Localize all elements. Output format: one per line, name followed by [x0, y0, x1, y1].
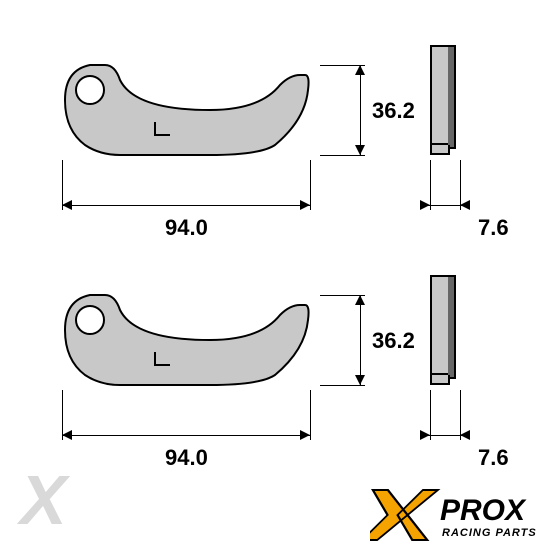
arrow — [62, 430, 72, 440]
ext-line — [310, 160, 311, 210]
side-tab — [430, 375, 450, 385]
brake-pad-top — [60, 60, 310, 175]
logo-text: PROX — [440, 494, 527, 527]
side-tab — [430, 145, 450, 155]
ext-line — [430, 390, 431, 440]
side-plate — [448, 45, 456, 149]
arrow — [355, 65, 365, 75]
ext-line — [320, 155, 365, 156]
arrow — [355, 145, 365, 155]
brake-pad-shape-bottom — [60, 290, 310, 400]
diagram-container: 36.2 94.0 7.6 36.2 94.0 — [0, 0, 560, 560]
arrow — [420, 200, 430, 210]
arrow — [62, 200, 72, 210]
arrow — [460, 200, 470, 210]
dim-thickness-bottom: 7.6 — [478, 445, 509, 471]
dim-height-bottom: 36.2 — [372, 328, 415, 354]
side-view-top — [430, 45, 460, 165]
arrow — [355, 295, 365, 305]
watermark-x: X — [20, 460, 62, 540]
side-view-bottom — [430, 275, 460, 395]
ext-line — [310, 390, 311, 440]
arrow — [460, 430, 470, 440]
brake-pad-shape-top — [60, 60, 310, 170]
dim-line — [62, 205, 310, 206]
prox-logo: PROX RACING PARTS — [370, 480, 550, 550]
dim-line — [62, 435, 310, 436]
arrow — [300, 200, 310, 210]
logo-subtext: RACING PARTS — [442, 527, 537, 539]
dim-line — [360, 295, 361, 385]
dim-thickness-top: 7.6 — [478, 215, 509, 241]
dim-width-top: 94.0 — [165, 215, 208, 241]
arrow — [420, 430, 430, 440]
dim-height-top: 36.2 — [372, 98, 415, 124]
dim-width-bottom: 94.0 — [165, 445, 208, 471]
ext-line — [430, 160, 431, 210]
side-plate — [448, 275, 456, 379]
arrow — [355, 375, 365, 385]
dim-line — [360, 65, 361, 155]
arrow — [300, 430, 310, 440]
brake-pad-bottom — [60, 290, 310, 405]
ext-line — [320, 385, 365, 386]
side-rect — [430, 45, 450, 145]
side-rect — [430, 275, 450, 375]
